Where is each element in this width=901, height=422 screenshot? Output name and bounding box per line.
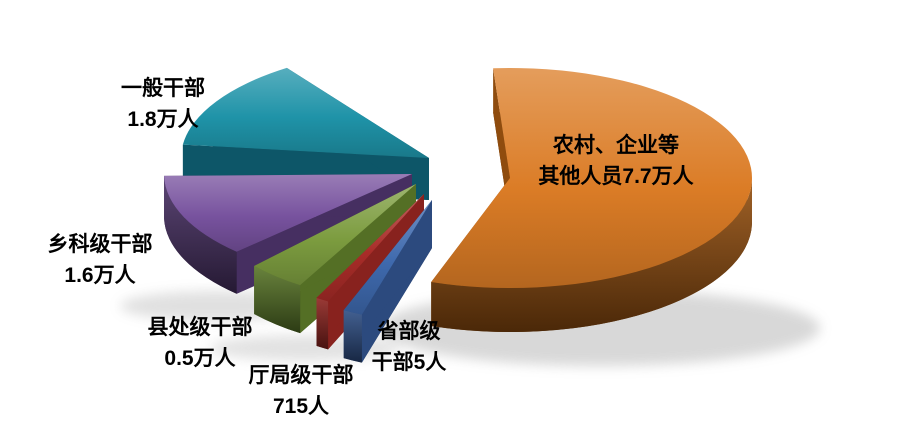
pie-slice-shengbuji-ganbu [343,200,432,363]
slice-radial-wall [316,194,424,346]
slice-top-face [343,200,432,315]
slice-outer-wall [164,175,237,294]
pie-slice-nongcun-qiye-qita [431,68,753,333]
slice-top-face [254,184,416,286]
slice-outer-wall [343,310,362,363]
slice-outer-wall [254,265,301,334]
slice-top-face [316,194,424,302]
slice-top-face [182,67,429,158]
slice-top-face [164,174,412,252]
slice-top-face [431,68,752,288]
slice-radial-wall [493,68,510,223]
slice-outer-wall [431,178,752,332]
slice-radial-wall [343,200,432,359]
slice-outer-wall [316,297,329,350]
